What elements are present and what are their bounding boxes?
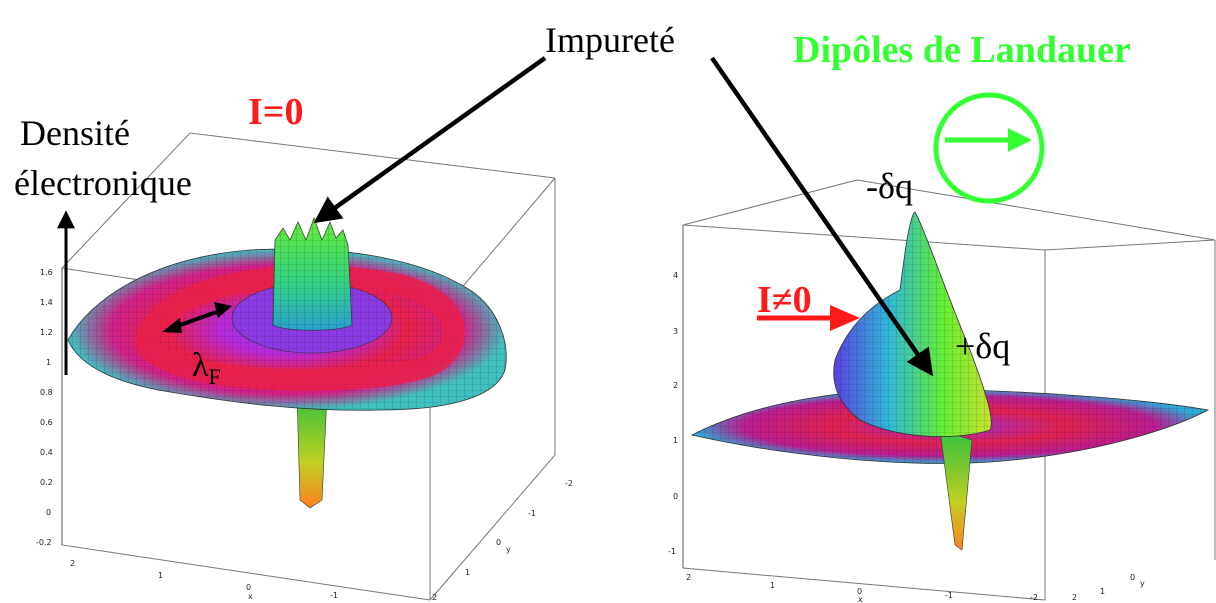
right-y-label: y <box>1140 579 1145 588</box>
left-z-tick: 1.2 <box>40 328 53 337</box>
left-x-tick: -1 <box>330 591 338 600</box>
right-x-tick: 0 <box>857 587 862 596</box>
right-y-tick: 2 <box>1072 593 1077 602</box>
left-y-tick: -2 <box>565 479 573 488</box>
left-x-tick: 1 <box>158 571 163 580</box>
right-y-tick: 0 <box>1130 573 1135 582</box>
left-z-tick: 1 <box>46 358 51 367</box>
lambda-f-label: λF <box>192 347 221 389</box>
left-y-label: y <box>506 545 511 554</box>
right-z-tick: -1 <box>668 547 676 556</box>
right-z-tick: 3 <box>673 327 678 336</box>
left-z-tick: 0 <box>46 508 51 517</box>
current-nonzero-label: I≠0 <box>757 279 812 321</box>
impurity-arrow-right <box>710 56 934 377</box>
left-z-tick: 0.2 <box>40 478 53 487</box>
left-y-tick: 0 <box>496 538 501 547</box>
current-arrow <box>757 305 860 331</box>
left-z-tick: 0.6 <box>40 418 53 427</box>
lambda-symbol: λ <box>192 347 209 384</box>
left-y-tick: 1 <box>465 568 470 577</box>
minus-dq-label: -δq <box>866 166 913 206</box>
left-y-tick: -1 <box>528 509 536 518</box>
right-density-surface <box>690 211 1210 551</box>
left-x-tick: 2 <box>70 559 75 568</box>
lambda-subscript: F <box>209 364 221 389</box>
current-zero-label: I=0 <box>248 91 303 133</box>
landauer-dipoles-title: Dipôles de Landauer <box>793 29 1131 71</box>
left-y-tick: 2 <box>432 593 437 602</box>
left-z-tick: 0.4 <box>40 448 53 457</box>
left-z-axis: 1.6 1.4 1.2 1 0.8 0.6 0.4 0.2 0 -0.2 <box>36 268 63 547</box>
right-z-tick: 0 <box>673 492 678 501</box>
left-x-axis: 2 1 0 x -1 <box>70 559 338 601</box>
left-density-surface <box>67 216 507 509</box>
right-x-tick: -1 <box>945 591 953 600</box>
left-x-label: x <box>248 592 253 601</box>
right-y-tick: 1 <box>1100 587 1105 596</box>
density-label-line2: électronique <box>14 163 192 203</box>
left-x-tick: 0 <box>246 583 251 592</box>
right-plot: 4 3 2 1 0 -1 2 1 0 x -1 -2 0 y 1 2 <box>668 92 1216 603</box>
impurity-arrow-left <box>313 56 547 224</box>
left-z-tick: 1.4 <box>40 298 53 307</box>
right-y-axis: 0 y 1 2 <box>1072 573 1145 602</box>
right-z-tick: 1 <box>673 436 678 445</box>
left-z-tick: 0.8 <box>40 388 53 397</box>
left-plot: 1.6 1.4 1.2 1 0.8 0.6 0.4 0.2 0 -0.2 2 1… <box>36 132 573 602</box>
right-x-label: x <box>858 595 863 603</box>
left-y-axis: -2 -1 0 y 1 2 <box>432 479 573 602</box>
right-z-tick: 2 <box>673 381 678 390</box>
left-z-tick: 1.6 <box>40 268 53 277</box>
right-x-axis: 2 1 0 x -1 -2 <box>686 573 1038 603</box>
right-z-tick: 4 <box>673 271 678 280</box>
landauer-dipole-icon <box>933 92 1045 204</box>
right-z-axis: 4 3 2 1 0 -1 <box>668 225 684 568</box>
plus-dq-label: +δq <box>955 326 1010 366</box>
right-x-tick: -2 <box>1030 593 1038 602</box>
right-x-tick: 2 <box>686 573 691 582</box>
density-label-line1: Densité <box>20 113 130 153</box>
right-x-tick: 1 <box>770 581 775 590</box>
lambda-f-double-arrow <box>162 302 232 333</box>
left-z-tick: -0.2 <box>36 538 52 547</box>
impurity-label: Impureté <box>545 20 675 60</box>
